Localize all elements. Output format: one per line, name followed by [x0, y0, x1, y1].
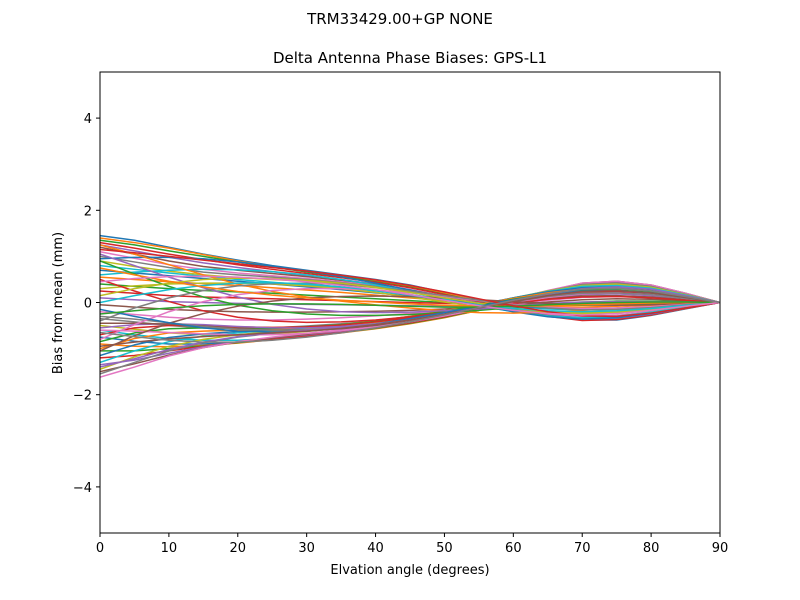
- series-line-57: [100, 275, 720, 316]
- x-axis: 0 10 20 30 40 50 60 70 80 90: [96, 533, 728, 556]
- series-line-53: [100, 301, 720, 315]
- series-line-58: [100, 287, 720, 343]
- x-tick-label: 20: [230, 541, 247, 556]
- x-tick-label: 60: [505, 541, 522, 556]
- x-tick-label: 90: [712, 541, 729, 556]
- series-line-44: [100, 278, 720, 324]
- x-axis-label: Elvation angle (degrees): [330, 563, 489, 578]
- x-tick-label: 10: [161, 541, 178, 556]
- x-tick-label: 30: [298, 541, 315, 556]
- series-line-56: [100, 289, 720, 348]
- y-tick-label: −2: [73, 389, 92, 404]
- series-line-52: [100, 267, 720, 307]
- y-tick-label: 4: [84, 112, 92, 127]
- series-line-45: [100, 253, 720, 314]
- x-tick-label: 0: [96, 541, 104, 556]
- series-line-48: [100, 282, 720, 322]
- chart-title: Delta Antenna Phase Biases: GPS-L1: [273, 49, 547, 67]
- y-tick-label: −4: [73, 481, 92, 496]
- series-line-41: [100, 256, 720, 320]
- series-line-54: [100, 248, 720, 318]
- figure-suptitle: TRM33429.00+GP NONE: [306, 10, 493, 28]
- y-axis: −4 −2 0 2 4: [73, 112, 100, 496]
- x-tick-label: 50: [436, 541, 453, 556]
- x-tick-label: 80: [643, 541, 660, 556]
- y-axis-label: Bias from mean (mm): [51, 232, 66, 374]
- series-layer: [100, 234, 720, 378]
- series-line-46: [100, 295, 720, 352]
- x-tick-label: 40: [367, 541, 384, 556]
- y-tick-label: 0: [84, 297, 92, 312]
- x-tick-label: 70: [574, 541, 591, 556]
- y-tick-label: 2: [84, 204, 92, 219]
